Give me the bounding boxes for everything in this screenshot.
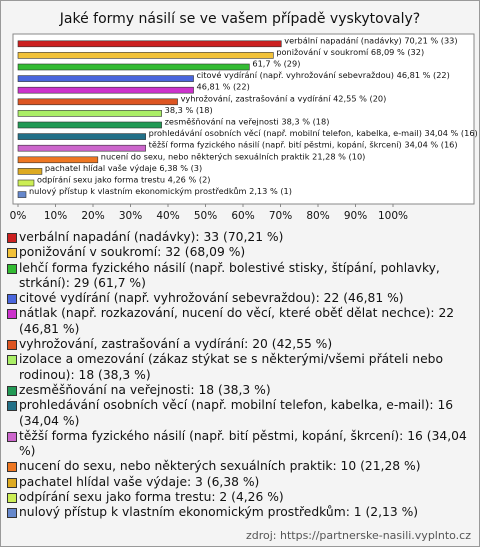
legend-item: vyhrožování, zastrašování a vydírání: 20…: [7, 337, 469, 352]
x-tick-label: 0%: [10, 210, 27, 222]
x-tick-label: 80%: [306, 210, 329, 222]
legend-swatch: [7, 355, 17, 366]
legend-label: nátlak (např. rozkazování, nucení do věc…: [19, 306, 455, 336]
x-tick-label: 10%: [44, 210, 67, 222]
legend-label: nulový přístup k vlastním ekonomickým pr…: [19, 505, 419, 520]
data-label: 61,7 % (29): [252, 59, 300, 69]
data-label: vyhrožování, zastrašování a vydírání 42,…: [181, 93, 387, 103]
legend-item: nulový přístup k vlastním ekonomickým pr…: [7, 505, 469, 520]
bar: [17, 86, 194, 94]
legend-swatch: [7, 233, 17, 243]
legend-swatch: [7, 493, 17, 504]
legend-item: lehčí forma fyzického násilí (např. bole…: [7, 261, 469, 292]
legend-item: odpírání sexu jako forma trestu: 2 (4,26…: [7, 490, 469, 505]
legend-swatch: [7, 477, 17, 488]
data-label: pachatel hlídal vaše výdaje 6,38 % (3): [45, 163, 202, 173]
legend-label: odpírání sexu jako forma trestu: 2 (4,26…: [19, 490, 284, 505]
legend-label: prohledávání osobních věcí (např. mobiln…: [19, 398, 454, 428]
legend-label: zesměšňování na veřejnosti: 18 (38,3 %): [19, 382, 271, 397]
bar: [17, 156, 99, 164]
legend-item: verbální napadání (nadávky): 33 (70,21 %…: [7, 230, 469, 245]
legend-label: těžší forma fyzického násilí (např. bití…: [19, 428, 467, 459]
legend-swatch: [7, 401, 17, 412]
source-note: zdroj: https://partnerske-nasili.vyplnto…: [245, 529, 471, 542]
bar: [17, 179, 35, 187]
data-label: 46,81 % (22): [197, 82, 250, 92]
legend-swatch: [7, 385, 17, 396]
data-label: nulový přístup k vlastním ekonomickým pr…: [29, 186, 292, 196]
legend-swatch: [7, 263, 17, 274]
data-label: 38,3 % (18): [165, 105, 213, 115]
data-label: těžší forma fyzického násilí (např. bití…: [149, 140, 458, 150]
legend-swatch: [7, 508, 17, 519]
legend-item: citové vydírání (např. vyhrožování sebev…: [7, 291, 469, 306]
x-tick-label: 50%: [194, 210, 217, 222]
legend-item: zesměšňování na veřejnosti: 18 (38,3 %): [7, 383, 469, 398]
bar: [17, 144, 146, 152]
legend-label: izolace a omezování (zákaz stýkat se s n…: [19, 352, 443, 382]
bar: [17, 52, 274, 59]
bar: [17, 121, 162, 129]
legend: verbální napadání (nadávky): 33 (70,21 %…: [7, 230, 469, 521]
legend-item: těžší forma fyzického násilí (např. bití…: [7, 429, 469, 460]
data-label: nucení do sexu, nebo některých sexuálníc…: [101, 151, 366, 161]
x-tick-label: 90%: [344, 210, 367, 222]
data-label: ponižování v soukromí 68,09 % (32): [276, 47, 424, 57]
data-label: citové vydírání (např. vyhrožování sebev…: [197, 70, 450, 80]
legend-label: verbální napadání (nadávky): 33 (70,21 %…: [19, 230, 284, 244]
x-tick-label: 40%: [156, 210, 179, 222]
x-tick-label: 30%: [119, 210, 142, 222]
legend-swatch: [7, 248, 17, 259]
bar: [17, 40, 282, 48]
legend-label: citové vydírání (např. vyhrožování sebev…: [19, 291, 404, 306]
bar: [17, 191, 27, 198]
bar: [17, 110, 162, 117]
data-label: odpírání sexu jako forma trestu 4,26 % (…: [37, 175, 211, 185]
bar: [17, 98, 178, 106]
bar: [17, 63, 250, 71]
legend-item: izolace a omezování (zákaz stýkat se s n…: [7, 352, 469, 383]
legend-swatch: [7, 431, 17, 442]
legend-label: nucení do sexu, nebo některých sexuálníc…: [19, 459, 421, 474]
legend-item: pachatel hlídal vaše výdaje: 3 (6,38 %): [7, 475, 469, 490]
bar: [17, 75, 194, 82]
data-label: verbální napadání (nadávky) 70,21 % (33): [284, 35, 457, 45]
legend-label: vyhrožování, zastrašování a vydírání: 20…: [19, 337, 333, 352]
legend-item: nátlak (např. rozkazování, nucení do věc…: [7, 306, 469, 337]
plot-area: [12, 33, 475, 205]
legend-swatch: [7, 309, 17, 320]
x-tick-label: 100%: [378, 210, 408, 222]
legend-label: pachatel hlídal vaše výdaje: 3 (6,38 %): [19, 474, 260, 489]
legend-item: ponižování v soukromí: 32 (68,09 %): [7, 245, 469, 260]
legend-label: lehčí forma fyzického násilí (např. bole…: [19, 260, 440, 290]
legend-item: prohledávání osobních věcí (např. mobiln…: [7, 398, 469, 429]
data-label: zesměšňování na veřejnosti 38,3 % (18): [165, 117, 330, 127]
bar-chart: Jaké formy násilí se ve vašem případě vy…: [10, 11, 478, 222]
legend-swatch: [7, 340, 17, 351]
bar: [17, 133, 146, 140]
x-tick-label: 70%: [269, 210, 292, 222]
legend-label: ponižování v soukromí: 32 (68,09 %): [19, 245, 246, 260]
legend-item: nucení do sexu, nebo některých sexuálníc…: [7, 459, 469, 474]
legend-swatch: [7, 294, 17, 305]
bar: [17, 168, 43, 175]
chart-title: Jaké formy násilí se ve vašem případě vy…: [59, 11, 420, 27]
data-label: prohledávání osobních věcí (např. mobiln…: [149, 128, 478, 138]
legend-swatch: [7, 462, 17, 473]
x-tick-label: 60%: [231, 210, 254, 222]
x-tick-label: 20%: [81, 210, 104, 222]
